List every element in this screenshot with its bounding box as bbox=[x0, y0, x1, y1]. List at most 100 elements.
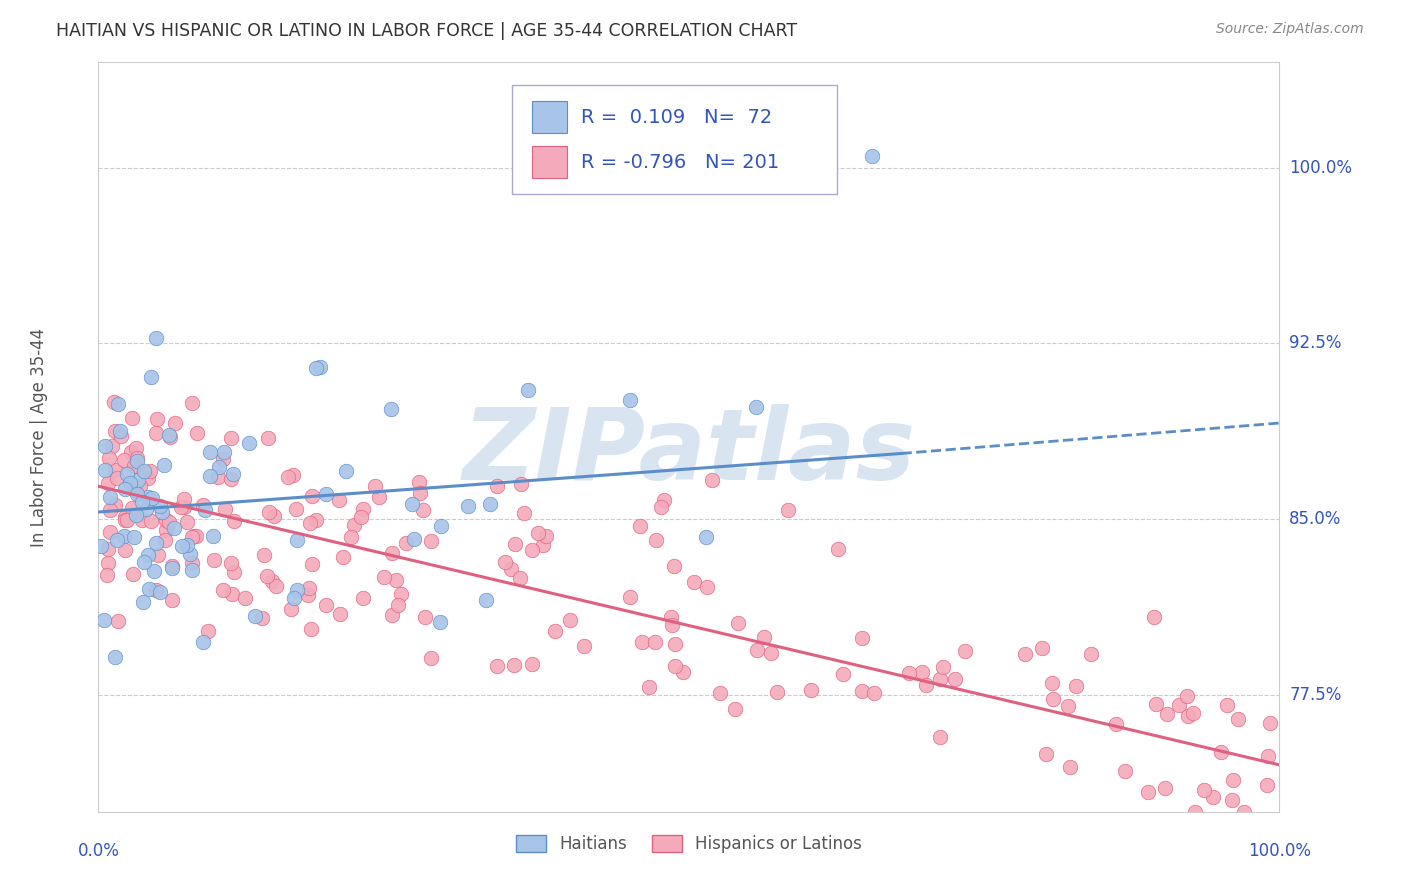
Point bbox=[409, 486, 432, 500]
Point bbox=[1184, 805, 1206, 819]
Point bbox=[332, 550, 354, 565]
Point bbox=[97, 475, 120, 490]
Point bbox=[851, 631, 873, 645]
Point bbox=[352, 501, 374, 516]
Point bbox=[159, 430, 181, 444]
Point bbox=[1035, 747, 1057, 761]
Point bbox=[98, 525, 121, 540]
Point bbox=[1257, 749, 1279, 764]
Point bbox=[373, 570, 395, 584]
Point bbox=[350, 510, 373, 524]
Point bbox=[127, 451, 149, 466]
Point bbox=[709, 686, 731, 700]
Text: 92.5%: 92.5% bbox=[1289, 334, 1341, 352]
Point bbox=[1042, 692, 1064, 706]
Point bbox=[1014, 647, 1036, 661]
Point bbox=[263, 508, 285, 523]
Point bbox=[181, 530, 204, 544]
Point bbox=[745, 643, 768, 657]
Point bbox=[176, 515, 198, 529]
Point bbox=[389, 587, 412, 601]
Point bbox=[122, 459, 145, 474]
Point bbox=[238, 435, 260, 450]
Bar bbox=[531, 146, 567, 178]
Point bbox=[198, 444, 221, 458]
Point bbox=[1182, 706, 1205, 720]
Point bbox=[800, 683, 823, 698]
Point bbox=[628, 519, 651, 533]
Point bbox=[1209, 745, 1232, 759]
Point bbox=[105, 470, 128, 484]
Point bbox=[149, 584, 172, 599]
Point bbox=[98, 502, 121, 516]
Point bbox=[101, 439, 124, 453]
Point bbox=[160, 593, 183, 607]
Point bbox=[262, 574, 284, 589]
Point bbox=[148, 549, 170, 563]
Point bbox=[146, 411, 169, 425]
Point bbox=[214, 502, 236, 516]
Point bbox=[155, 513, 177, 527]
Point bbox=[155, 523, 177, 537]
Text: R =  0.109   N=  72: R = 0.109 N= 72 bbox=[582, 108, 773, 127]
Point bbox=[485, 659, 508, 673]
Point bbox=[212, 445, 235, 459]
Text: ZIPatlas: ZIPatlas bbox=[463, 403, 915, 500]
Point bbox=[97, 556, 120, 570]
Point bbox=[125, 508, 148, 522]
Point bbox=[104, 499, 127, 513]
Point bbox=[499, 562, 522, 576]
Point bbox=[412, 503, 434, 517]
Point bbox=[149, 499, 172, 513]
Point bbox=[304, 513, 326, 527]
Point bbox=[165, 417, 187, 431]
Point bbox=[860, 149, 883, 163]
Point bbox=[125, 486, 148, 500]
Point bbox=[120, 445, 142, 459]
Point bbox=[335, 465, 357, 479]
Point bbox=[134, 465, 156, 479]
Point bbox=[136, 490, 159, 504]
Point bbox=[664, 559, 686, 574]
Point bbox=[672, 665, 695, 680]
Point bbox=[766, 685, 789, 699]
Point bbox=[827, 542, 849, 557]
Point bbox=[851, 683, 873, 698]
Point bbox=[176, 538, 198, 552]
Point bbox=[897, 665, 920, 680]
Point bbox=[408, 475, 430, 489]
Point bbox=[264, 579, 287, 593]
Point bbox=[186, 426, 208, 441]
Point bbox=[162, 558, 184, 573]
Point bbox=[125, 454, 148, 468]
Point bbox=[222, 566, 245, 580]
Point bbox=[207, 470, 229, 484]
Point bbox=[752, 630, 775, 644]
Point bbox=[1232, 805, 1254, 819]
Point bbox=[198, 469, 221, 483]
Point bbox=[160, 561, 183, 575]
Point bbox=[759, 646, 782, 660]
Point bbox=[955, 644, 977, 658]
Point bbox=[139, 370, 162, 384]
Point bbox=[127, 473, 149, 487]
Point bbox=[644, 635, 666, 649]
Point bbox=[479, 497, 502, 511]
Point bbox=[928, 672, 950, 686]
Point bbox=[250, 611, 273, 625]
Point bbox=[89, 539, 111, 553]
Text: 100.0%: 100.0% bbox=[1249, 842, 1310, 860]
Point bbox=[297, 588, 319, 602]
Point bbox=[285, 533, 308, 548]
Point bbox=[381, 608, 404, 623]
Bar bbox=[531, 102, 567, 133]
Point bbox=[419, 533, 441, 548]
Point bbox=[181, 563, 204, 577]
Text: In Labor Force | Age 35-44: In Labor Force | Age 35-44 bbox=[31, 327, 48, 547]
Point bbox=[257, 505, 280, 519]
Point bbox=[560, 613, 582, 627]
Point bbox=[104, 463, 127, 477]
Point bbox=[125, 484, 148, 499]
Point bbox=[650, 500, 672, 514]
Point bbox=[145, 331, 167, 345]
